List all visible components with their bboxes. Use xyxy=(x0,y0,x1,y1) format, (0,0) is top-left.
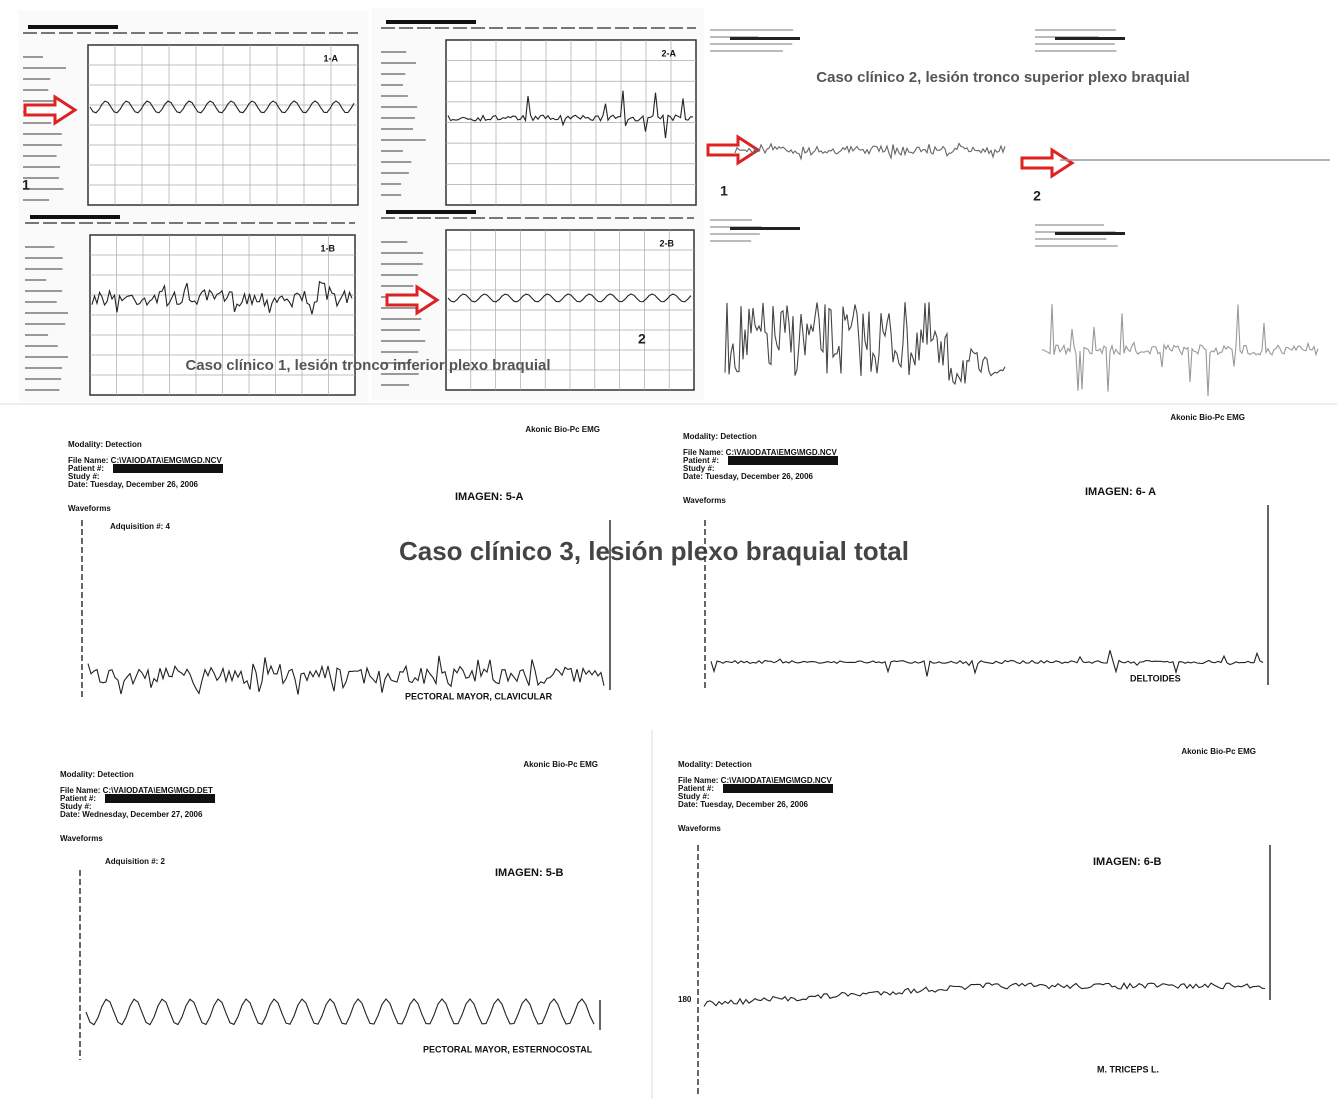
redaction xyxy=(1055,37,1125,40)
redaction xyxy=(30,215,120,219)
report-waveforms: Waveforms xyxy=(683,496,726,505)
image-label: IMAGEN: 6-B xyxy=(1093,856,1162,868)
report-date: Date: Tuesday, December 26, 2006 xyxy=(678,800,809,809)
device-brand: Akonic Bio-Pc EMG xyxy=(523,760,598,769)
report-modality: Modality: Detection xyxy=(68,440,142,449)
case-marker: 2 xyxy=(638,331,646,347)
device-brand: Akonic Bio-Pc EMG xyxy=(1170,413,1245,422)
device-brand: Akonic Bio-Pc EMG xyxy=(525,425,600,434)
redaction xyxy=(728,456,838,465)
muscle-label: M. TRICEPS L. xyxy=(1097,1064,1159,1074)
report-date: Date: Tuesday, December 26, 2006 xyxy=(683,472,814,481)
scale-label: 180 xyxy=(678,995,692,1004)
report-date: Date: Tuesday, December 26, 2006 xyxy=(68,480,199,489)
device-brand: Akonic Bio-Pc EMG xyxy=(1181,747,1256,756)
report-modality: Modality: Detection xyxy=(683,432,757,441)
report-waveforms: Waveforms xyxy=(678,824,721,833)
panel-label: 1-B xyxy=(320,243,335,253)
redaction xyxy=(386,20,476,24)
muscle-label: PECTORAL MAYOR, ESTERNOCOSTAL xyxy=(423,1044,593,1054)
redaction xyxy=(113,464,223,473)
panel-label: 2-A xyxy=(661,48,676,58)
redaction xyxy=(730,37,800,40)
image-label: IMAGEN: 5-A xyxy=(455,491,524,503)
muscle-label: DELTOIDES xyxy=(1130,673,1181,683)
panel-label: 1-A xyxy=(323,53,338,63)
report-acquisition: Adquisition #: 2 xyxy=(105,857,166,866)
case-marker: 2 xyxy=(1033,188,1041,204)
caption: Caso clínico 2, lesión tronco superior p… xyxy=(816,69,1189,86)
figure: 1-A 1-B 2-A 2-B 1 2 Caso clínico 1, lesión tro… xyxy=(0,0,1337,1099)
caption: Caso clínico 3, lesión plexo braquial to… xyxy=(399,536,909,566)
case-marker: 1 xyxy=(720,183,728,199)
report-modality: Modality: Detection xyxy=(60,770,134,779)
report-modality: Modality: Detection xyxy=(678,760,752,769)
case-marker: 1 xyxy=(22,177,30,193)
report-acquisition: Adquisition #: 4 xyxy=(110,522,171,531)
caption: Caso clínico 1, lesión tronco inferior p… xyxy=(185,357,550,374)
redaction xyxy=(386,210,476,214)
report-waveforms: Waveforms xyxy=(68,504,111,513)
redaction xyxy=(723,784,833,793)
muscle-label: PECTORAL MAYOR, CLAVICULAR xyxy=(405,691,553,701)
redaction xyxy=(105,794,215,803)
image-label: IMAGEN: 6- A xyxy=(1085,486,1156,498)
report-date: Date: Wednesday, December 27, 2006 xyxy=(60,810,203,819)
redaction xyxy=(730,227,800,230)
report-waveforms: Waveforms xyxy=(60,834,103,843)
redaction xyxy=(1055,232,1125,235)
redaction xyxy=(28,25,118,29)
panel-label: 2-B xyxy=(659,238,674,248)
image-label: IMAGEN: 5-B xyxy=(495,867,564,879)
